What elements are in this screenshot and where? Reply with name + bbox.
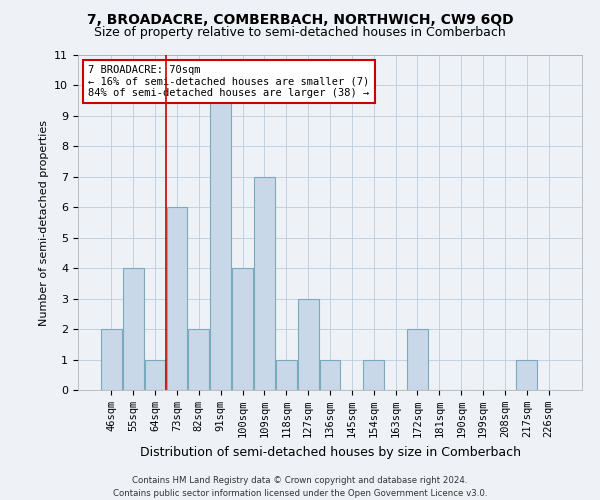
Bar	[517, 360, 537, 390]
Bar	[188, 329, 209, 390]
Bar	[320, 360, 340, 390]
Bar	[232, 268, 253, 390]
Bar	[101, 329, 122, 390]
Text: Contains HM Land Registry data © Crown copyright and database right 2024.
Contai: Contains HM Land Registry data © Crown c…	[113, 476, 487, 498]
Bar	[210, 86, 231, 390]
Text: Size of property relative to semi-detached houses in Comberbach: Size of property relative to semi-detach…	[94, 26, 506, 39]
Bar	[254, 177, 275, 390]
Bar	[364, 360, 384, 390]
Bar	[407, 329, 428, 390]
Text: 7, BROADACRE, COMBERBACH, NORTHWICH, CW9 6QD: 7, BROADACRE, COMBERBACH, NORTHWICH, CW9…	[86, 12, 514, 26]
Y-axis label: Number of semi-detached properties: Number of semi-detached properties	[39, 120, 49, 326]
Bar	[123, 268, 143, 390]
Bar	[167, 208, 187, 390]
Bar	[145, 360, 166, 390]
X-axis label: Distribution of semi-detached houses by size in Comberbach: Distribution of semi-detached houses by …	[139, 446, 521, 458]
Bar	[298, 298, 319, 390]
Text: 7 BROADACRE: 70sqm
← 16% of semi-detached houses are smaller (7)
84% of semi-det: 7 BROADACRE: 70sqm ← 16% of semi-detache…	[88, 65, 370, 98]
Bar	[276, 360, 296, 390]
